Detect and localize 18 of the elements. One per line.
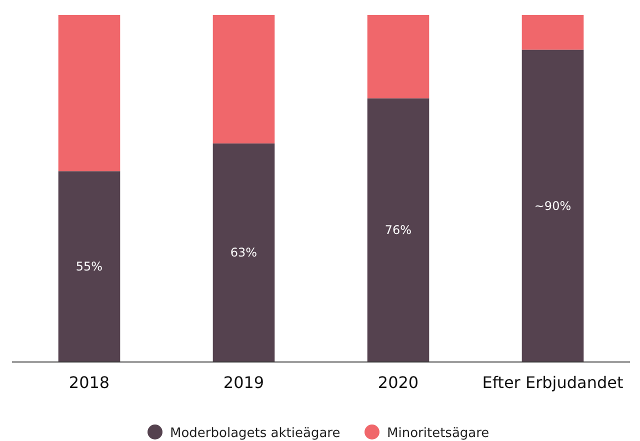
legend-label: Moderbolagets aktieägare [170, 426, 340, 441]
bar [212, 15, 275, 144]
x-tick-label: 2018 [68, 373, 110, 392]
data-label: 55% [76, 260, 103, 274]
x-tick-label: 2020 [378, 373, 419, 392]
bar [212, 143, 275, 362]
bar [367, 98, 430, 362]
x-tick-label: Efter Erbjudandet [482, 373, 624, 392]
x-tick-label: 2019 [223, 373, 264, 392]
bar [58, 15, 120, 172]
bar [522, 50, 584, 362]
data-label: ~90% [534, 198, 572, 213]
bar [522, 15, 584, 50]
data-label: 63% [230, 246, 258, 260]
bar [367, 15, 430, 98]
data-label: 76% [384, 223, 412, 238]
legend-label: Minoritetsägare [387, 426, 490, 441]
bar [58, 171, 120, 362]
